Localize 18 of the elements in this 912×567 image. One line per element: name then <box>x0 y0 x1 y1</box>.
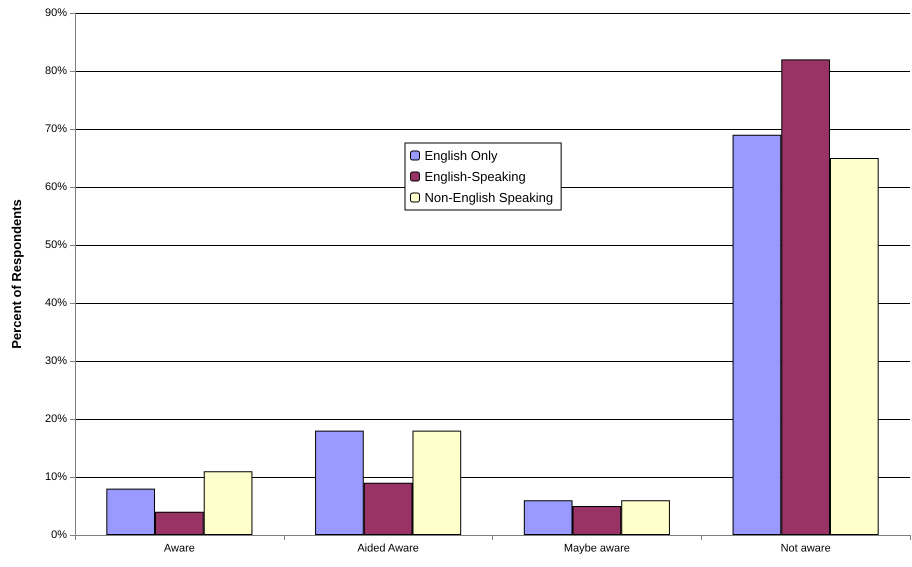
y-tick-label: 90% <box>44 7 68 19</box>
x-tick-label: Not aware <box>780 542 831 554</box>
y-tick-label: 60% <box>44 181 68 193</box>
x-tick-label: Maybe aware <box>564 542 630 554</box>
y-tick-label: 50% <box>44 239 68 251</box>
y-tick-label: 80% <box>44 65 68 77</box>
legend-label: Non-English Speaking <box>424 190 554 205</box>
legend-label: English-Speaking <box>424 169 526 184</box>
y-tick-label: 70% <box>44 123 68 135</box>
x-tick-label: Aware <box>164 542 195 554</box>
x-tick-label: Aided Aware <box>357 542 419 554</box>
y-tick-label: 40% <box>44 297 68 309</box>
y-tick-label: 10% <box>44 471 68 483</box>
legend-label: English Only <box>424 148 498 163</box>
y-tick-label: 0% <box>51 529 68 541</box>
y-tick-label: 30% <box>44 355 68 367</box>
y-axis-title: Percent of Respondents <box>9 199 24 349</box>
y-tick-label: 20% <box>44 413 68 425</box>
